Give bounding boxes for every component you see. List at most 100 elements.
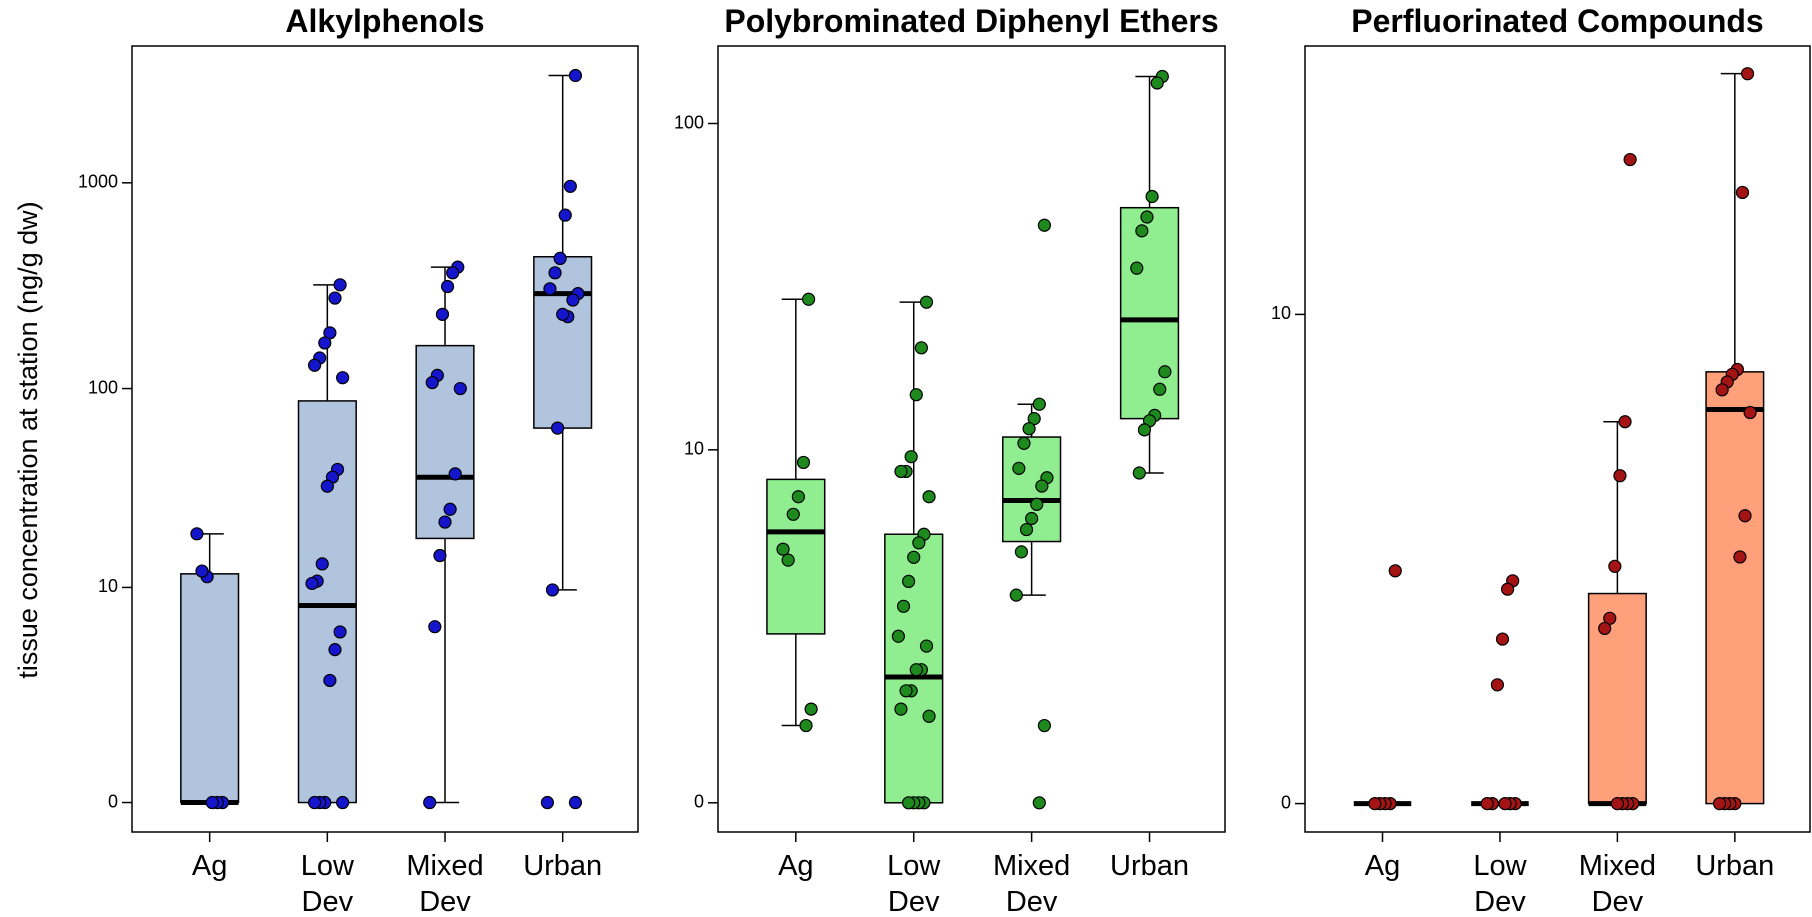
x-tick-label: Urban (1695, 850, 1774, 882)
data-point (318, 336, 332, 350)
data-point (909, 663, 923, 677)
data-point (1009, 588, 1023, 602)
plot-frame (131, 45, 639, 833)
data-point (435, 307, 450, 321)
data-point (433, 548, 447, 563)
data-point (894, 464, 908, 479)
data-point (315, 557, 329, 571)
box (533, 256, 593, 429)
data-point (899, 684, 913, 698)
data-point (446, 266, 460, 280)
data-point (1032, 796, 1046, 810)
data-point (781, 553, 795, 567)
data-point (540, 795, 554, 810)
y-tick-label: 100 (88, 377, 118, 397)
box (1705, 371, 1765, 805)
data-point (307, 795, 322, 810)
x-tick-label: Urban (1110, 850, 1189, 882)
y-tick-label: 100 (674, 112, 704, 132)
data-point (307, 358, 322, 372)
data-point (1153, 382, 1167, 396)
data-point (1140, 210, 1154, 224)
data-point (1740, 67, 1755, 81)
plot-frame (717, 45, 1226, 833)
data-point (904, 450, 918, 464)
data-point (1030, 497, 1044, 511)
data-point (1035, 479, 1049, 493)
data-point (1610, 796, 1624, 811)
data-point (423, 795, 437, 810)
data-point (891, 629, 905, 643)
x-tick-label: Mixed Dev (993, 850, 1070, 917)
data-point (919, 295, 934, 309)
data-point (1368, 796, 1382, 811)
data-point (1130, 261, 1144, 275)
data-point (568, 795, 583, 810)
data-point (305, 576, 319, 591)
data-point (894, 702, 908, 716)
data-point (801, 292, 816, 306)
data-point (1135, 224, 1149, 238)
data-point (1613, 469, 1627, 483)
data-point (1014, 545, 1029, 559)
plot-frame (1304, 45, 1811, 833)
data-point (448, 467, 462, 481)
data-point (545, 583, 560, 597)
data-point (786, 507, 800, 521)
data-point (1500, 582, 1515, 596)
data-point (453, 381, 467, 396)
data-point (1738, 509, 1752, 523)
data-point (1145, 189, 1159, 204)
data-point (804, 702, 818, 716)
data-point (1608, 559, 1622, 573)
data-point (1132, 466, 1146, 480)
data-point (776, 542, 790, 556)
data-point (1618, 415, 1632, 429)
data-point (320, 479, 334, 493)
data-point (1715, 383, 1729, 397)
data-point (1498, 796, 1512, 811)
data-point (1150, 76, 1164, 90)
data-point (1017, 436, 1031, 450)
box (297, 400, 357, 804)
data-point (566, 293, 580, 307)
data-point (1623, 152, 1637, 167)
data-point (1712, 796, 1727, 811)
y-tick-label: 10 (684, 439, 704, 459)
y-tick-label: 10 (1271, 303, 1291, 323)
data-point (1022, 422, 1036, 436)
x-tick-label: Low Dev (887, 850, 941, 917)
y-tick-label: 0 (108, 791, 118, 811)
y-tick-label: 10 (98, 576, 118, 596)
data-point (1012, 461, 1026, 475)
data-point (896, 599, 911, 613)
data-point (1490, 678, 1505, 692)
x-tick-label: Urban (523, 850, 602, 882)
y-tick-label: 0 (694, 792, 704, 812)
data-point (1495, 632, 1510, 646)
data-point (336, 795, 350, 810)
data-point (333, 625, 347, 639)
y-tick-label: 0 (1281, 792, 1291, 812)
data-point (791, 490, 805, 504)
x-tick-label: Low Dev (301, 850, 355, 917)
y-tick-label: 1000 (78, 172, 118, 192)
data-point (323, 673, 337, 688)
box (180, 573, 240, 804)
data-point (438, 515, 452, 529)
data-point (563, 179, 577, 193)
panel-title: Polybrominated Diphenyl Ethers (724, 3, 1218, 39)
data-point (333, 278, 347, 292)
x-tick-label: Low Dev (1473, 850, 1527, 917)
x-tick-label: Ag (778, 850, 813, 882)
data-point (909, 388, 923, 402)
data-point (799, 718, 813, 733)
y-axis-label: tissue concentration at station (ng/g dw… (13, 201, 43, 678)
data-point (1158, 365, 1172, 379)
data-point (922, 490, 936, 504)
data-point (440, 279, 455, 294)
box (766, 478, 826, 635)
data-point (1480, 796, 1494, 811)
data-point (556, 307, 570, 321)
